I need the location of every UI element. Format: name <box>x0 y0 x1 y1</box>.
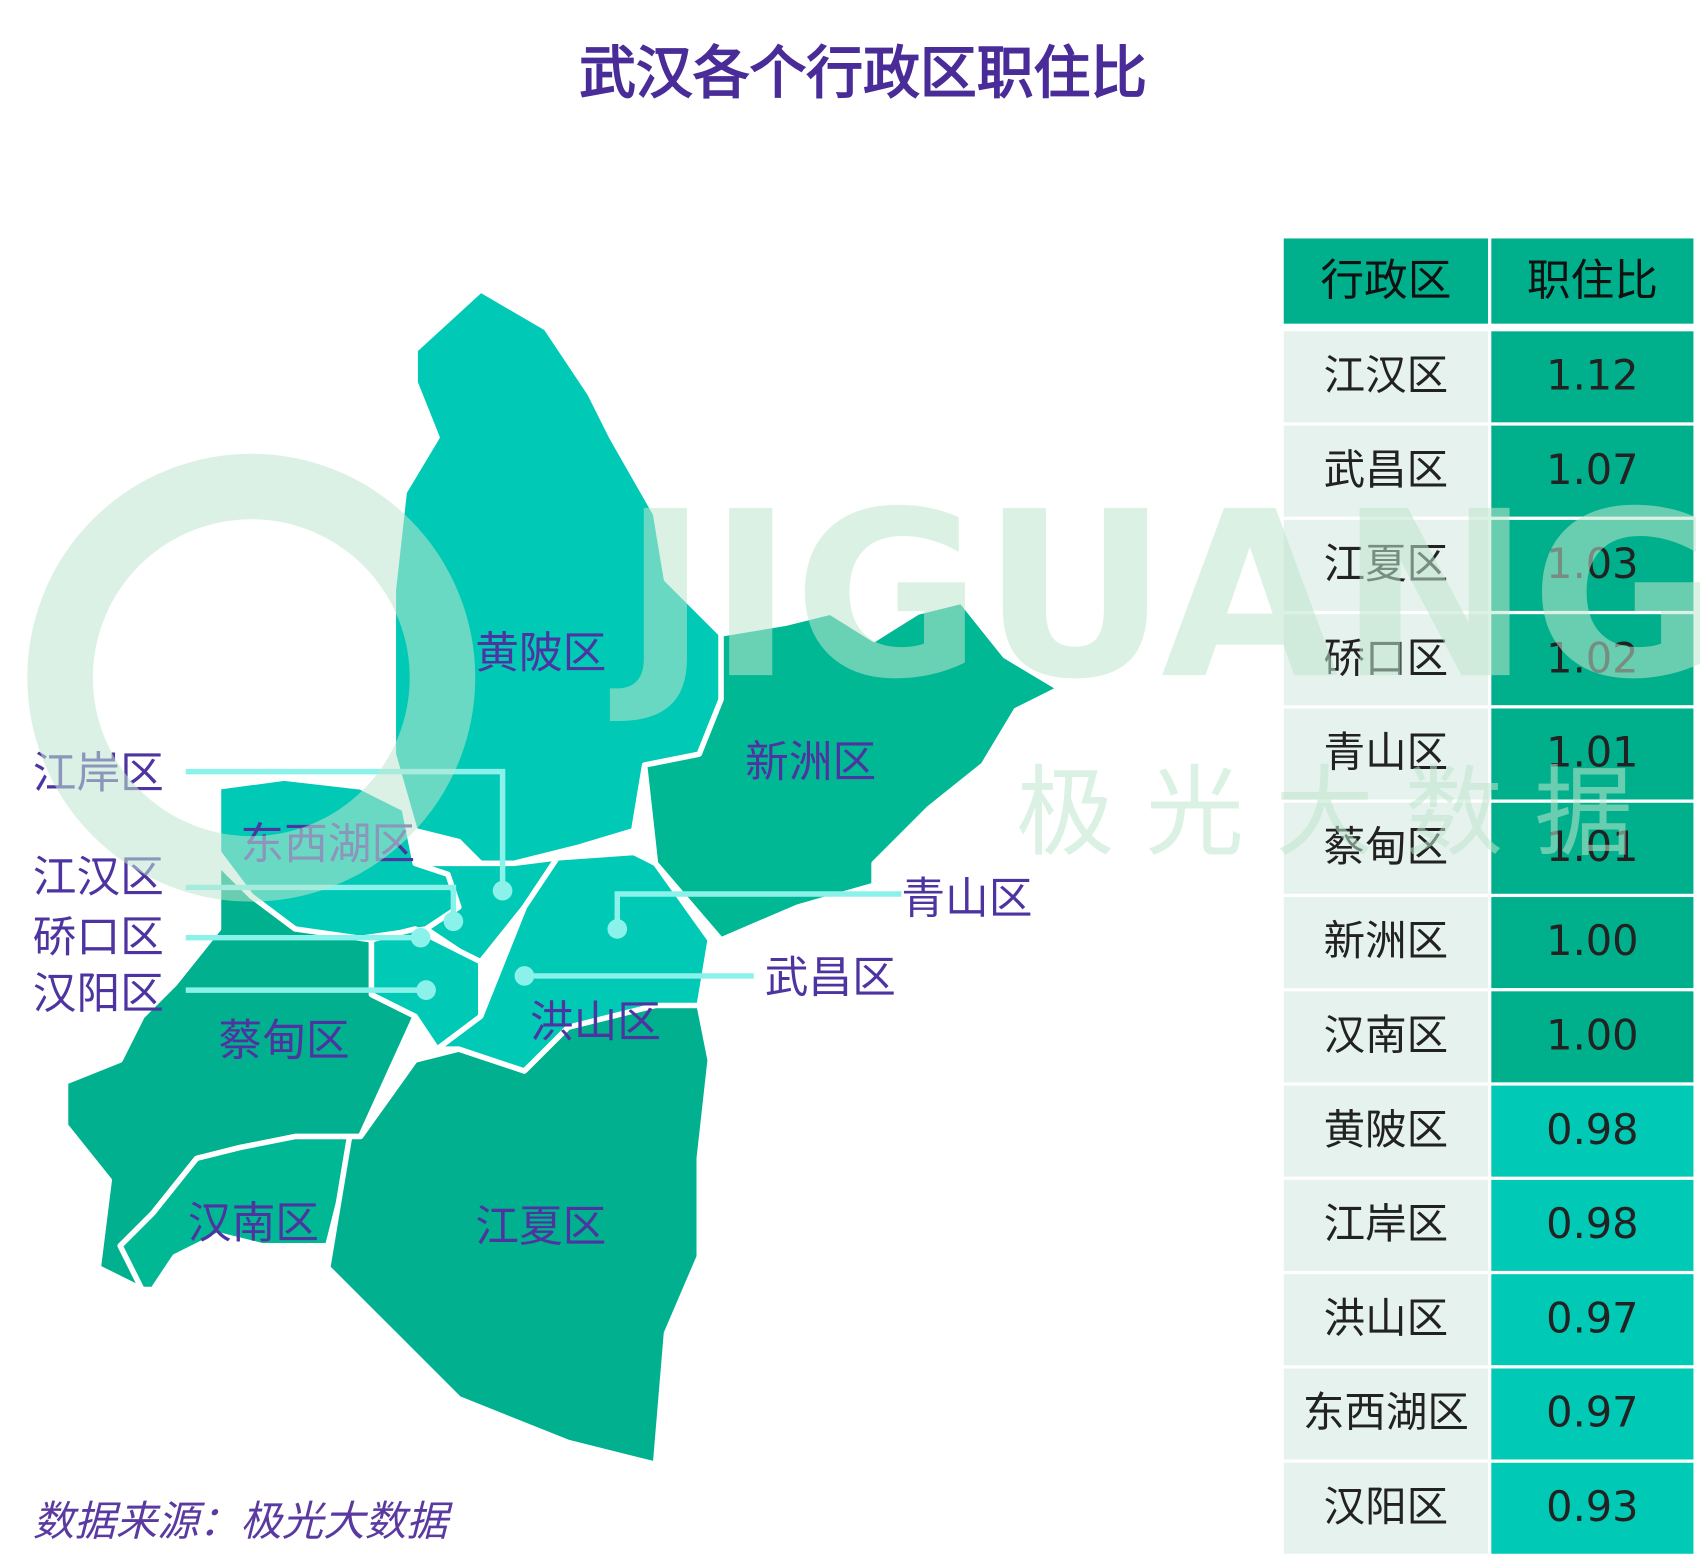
value-cell <box>1491 1274 1694 1366</box>
callout-dot <box>607 919 628 939</box>
ratio: 0.98 <box>1546 1105 1638 1154</box>
name-cell <box>1283 708 1489 800</box>
name-cell <box>1283 802 1489 894</box>
callout-line <box>614 891 902 929</box>
callout-dot <box>416 980 436 1000</box>
district <box>117 1133 353 1293</box>
name-cell <box>1283 1179 1489 1271</box>
district-name: 江夏区 <box>1324 539 1449 588</box>
callout-label: 武昌区 <box>765 952 896 1003</box>
name-cell <box>1283 425 1489 517</box>
header-cell <box>1491 238 1694 324</box>
ratio: 0.97 <box>1546 1388 1638 1437</box>
ratio: 1.07 <box>1546 445 1638 494</box>
name-cell <box>1283 519 1489 611</box>
district-name: 东西湖区 <box>1303 1388 1469 1437</box>
district-label: 洪山区 <box>530 997 661 1048</box>
ratio: 1.12 <box>1546 350 1638 399</box>
value-cell <box>1491 802 1694 894</box>
district-label: 东西湖区 <box>240 819 415 870</box>
name-cell <box>1283 1462 1489 1554</box>
ratio: 0.97 <box>1546 1293 1638 1342</box>
title: 武汉各个行政区职住比 <box>579 40 1147 106</box>
callout-label: 江岸区 <box>33 748 164 799</box>
district-name: 江汉区 <box>1324 350 1449 399</box>
source: 数据来源：极光大数据 <box>33 1496 454 1545</box>
value-cell <box>1491 708 1694 800</box>
district-name: 硚口区 <box>1324 633 1449 682</box>
district-name: 江岸区 <box>1324 1199 1449 1248</box>
value-cell <box>1491 1368 1694 1460</box>
header-text: 职住比 <box>1527 255 1658 306</box>
name-cell <box>1283 331 1489 423</box>
ratio: 0.98 <box>1546 1199 1638 1248</box>
callout-label: 硚口区 <box>33 912 164 963</box>
callout-dot <box>514 966 535 986</box>
district <box>434 849 713 1074</box>
header-text: 行政区 <box>1320 255 1451 306</box>
value-cell <box>1491 991 1694 1083</box>
ratio: 1.02 <box>1546 633 1638 682</box>
name-cell <box>1283 897 1489 989</box>
district-label: 汉南区 <box>188 1198 319 1249</box>
value-cell <box>1491 331 1694 423</box>
value-cell <box>1491 1179 1694 1271</box>
value-cell <box>1491 1462 1694 1554</box>
ratio: 1.00 <box>1546 916 1638 965</box>
name-cell <box>1283 614 1489 706</box>
value-cell <box>1491 425 1694 517</box>
district-name: 武昌区 <box>1324 445 1449 494</box>
ratio: 1.03 <box>1546 539 1638 588</box>
district-name: 蔡甸区 <box>1324 822 1449 871</box>
value-cell <box>1491 897 1694 989</box>
ratio: 1.00 <box>1546 1010 1638 1059</box>
callout-dot <box>410 927 431 948</box>
callout-label: 青山区 <box>901 874 1032 925</box>
name-cell <box>1283 991 1489 1083</box>
callout-label: 汉阳区 <box>33 969 164 1020</box>
district-label: 黄陂区 <box>475 628 606 679</box>
callout-label: 江汉区 <box>33 852 164 903</box>
ratio: 1.01 <box>1546 728 1638 777</box>
header-cell <box>1283 238 1489 324</box>
district-name: 黄陂区 <box>1324 1105 1449 1154</box>
value-cell <box>1491 614 1694 706</box>
callout-dot <box>443 911 464 932</box>
ratio: 0.93 <box>1546 1482 1638 1531</box>
district-name: 青山区 <box>1324 728 1449 777</box>
name-cell <box>1283 1085 1489 1177</box>
district-label: 蔡甸区 <box>219 1016 350 1067</box>
name-cell <box>1283 1274 1489 1366</box>
district-name: 汉南区 <box>1324 1010 1449 1059</box>
value-cell <box>1491 519 1694 611</box>
district-name: 新洲区 <box>1324 916 1449 965</box>
callout-dot <box>492 880 513 901</box>
district-name: 洪山区 <box>1324 1293 1449 1342</box>
district-name: 汉阳区 <box>1324 1482 1449 1531</box>
district-label: 新洲区 <box>745 737 876 788</box>
district <box>641 598 1063 943</box>
district-label: 江夏区 <box>475 1201 606 1252</box>
value-cell <box>1491 1085 1694 1177</box>
name-cell <box>1283 1368 1489 1460</box>
ratio: 1.01 <box>1546 822 1638 871</box>
